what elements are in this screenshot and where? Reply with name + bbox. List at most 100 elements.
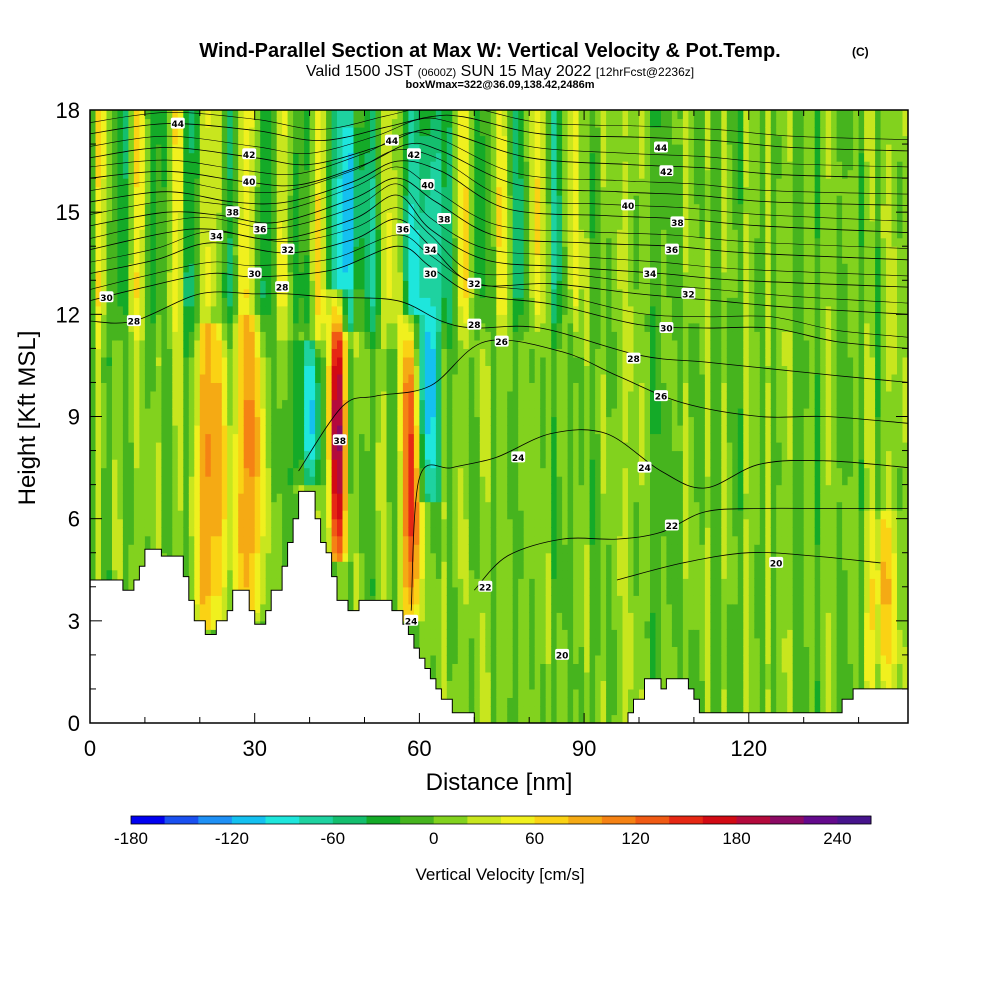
velocity-cell bbox=[359, 348, 366, 358]
velocity-cell bbox=[188, 518, 195, 528]
velocity-cell bbox=[117, 501, 124, 511]
velocity-cell bbox=[402, 442, 409, 452]
velocity-cell bbox=[232, 237, 239, 247]
velocity-cell bbox=[161, 220, 168, 230]
velocity-cell bbox=[144, 152, 151, 162]
velocity-cell bbox=[413, 331, 420, 341]
velocity-cell bbox=[271, 535, 278, 545]
velocity-cell bbox=[188, 212, 195, 222]
velocity-cell bbox=[457, 110, 464, 120]
velocity-cell bbox=[227, 416, 234, 426]
velocity-cell bbox=[249, 220, 256, 230]
velocity-cell bbox=[391, 288, 398, 298]
velocity-cell bbox=[408, 408, 415, 418]
velocity-cell bbox=[161, 467, 168, 477]
velocity-cell bbox=[419, 118, 426, 128]
velocity-cell bbox=[457, 620, 464, 630]
velocity-cell bbox=[177, 186, 184, 196]
velocity-cell bbox=[386, 365, 393, 375]
velocity-cell bbox=[457, 314, 464, 324]
velocity-cell bbox=[370, 356, 377, 366]
velocity-cell bbox=[183, 527, 190, 537]
velocity-cell bbox=[457, 680, 464, 690]
velocity-cell bbox=[188, 161, 195, 171]
velocity-cell bbox=[117, 135, 124, 145]
velocity-cell bbox=[370, 135, 377, 145]
velocity-cell bbox=[210, 433, 217, 443]
velocity-cell bbox=[194, 518, 201, 528]
velocity-cell bbox=[435, 135, 442, 145]
velocity-cell bbox=[95, 442, 102, 452]
velocity-cell bbox=[342, 254, 349, 264]
velocity-cell bbox=[117, 144, 124, 154]
velocity-cell bbox=[271, 305, 278, 315]
velocity-cell bbox=[304, 399, 311, 409]
velocity-cell bbox=[161, 408, 168, 418]
velocity-cell bbox=[326, 459, 333, 469]
velocity-cell bbox=[359, 416, 366, 426]
velocity-cell bbox=[155, 305, 162, 315]
velocity-cell bbox=[359, 569, 366, 579]
velocity-cell bbox=[397, 484, 404, 494]
velocity-cell bbox=[381, 416, 388, 426]
velocity-cell bbox=[419, 229, 426, 239]
velocity-cell bbox=[353, 408, 360, 418]
velocity-cell bbox=[435, 203, 442, 213]
velocity-cell bbox=[381, 271, 388, 281]
velocity-cell bbox=[90, 212, 97, 222]
velocity-cell bbox=[133, 161, 140, 171]
velocity-cell bbox=[271, 365, 278, 375]
velocity-cell bbox=[139, 535, 146, 545]
velocity-cell bbox=[271, 544, 278, 554]
velocity-cell bbox=[205, 322, 212, 332]
velocity-cell bbox=[221, 348, 228, 358]
velocity-cell bbox=[254, 442, 261, 452]
velocity-cell bbox=[304, 127, 311, 137]
velocity-cell bbox=[381, 118, 388, 128]
velocity-cell bbox=[260, 297, 267, 307]
velocity-cell bbox=[397, 288, 404, 298]
velocity-cell bbox=[199, 586, 206, 596]
velocity-cell bbox=[287, 467, 294, 477]
velocity-cell bbox=[271, 331, 278, 341]
velocity-cell bbox=[430, 220, 437, 230]
velocity-cell bbox=[122, 203, 129, 213]
velocity-cell bbox=[271, 442, 278, 452]
velocity-cell bbox=[128, 161, 135, 171]
velocity-cell bbox=[386, 254, 393, 264]
velocity-cell bbox=[441, 339, 448, 349]
velocity-cell bbox=[243, 297, 250, 307]
velocity-cell bbox=[150, 348, 157, 358]
velocity-cell bbox=[166, 322, 173, 332]
velocity-cell bbox=[424, 391, 431, 401]
velocity-cell bbox=[166, 161, 173, 171]
velocity-cell bbox=[435, 476, 442, 486]
velocity-cell bbox=[287, 459, 294, 469]
velocity-cell bbox=[441, 271, 448, 281]
velocity-cell bbox=[188, 450, 195, 460]
velocity-cell bbox=[424, 518, 431, 528]
velocity-cell bbox=[161, 527, 168, 537]
velocity-cell bbox=[430, 450, 437, 460]
velocity-cell bbox=[155, 169, 162, 179]
velocity-cell bbox=[276, 527, 283, 537]
velocity-cell bbox=[205, 356, 212, 366]
velocity-cell bbox=[117, 544, 124, 554]
velocity-cell bbox=[375, 280, 382, 290]
velocity-cell bbox=[468, 706, 475, 716]
velocity-cell bbox=[282, 425, 289, 435]
velocity-cell bbox=[452, 203, 459, 213]
velocity-cell bbox=[260, 501, 267, 511]
velocity-cell bbox=[166, 442, 173, 452]
velocity-cell bbox=[282, 152, 289, 162]
velocity-cell bbox=[139, 442, 146, 452]
velocity-cell bbox=[408, 135, 415, 145]
velocity-cell bbox=[386, 425, 393, 435]
velocity-cell bbox=[249, 578, 256, 588]
velocity-cell bbox=[337, 578, 344, 588]
velocity-cell bbox=[205, 467, 212, 477]
velocity-cell bbox=[106, 178, 113, 188]
velocity-cell bbox=[353, 433, 360, 443]
velocity-cell bbox=[232, 433, 239, 443]
velocity-cell bbox=[188, 305, 195, 315]
